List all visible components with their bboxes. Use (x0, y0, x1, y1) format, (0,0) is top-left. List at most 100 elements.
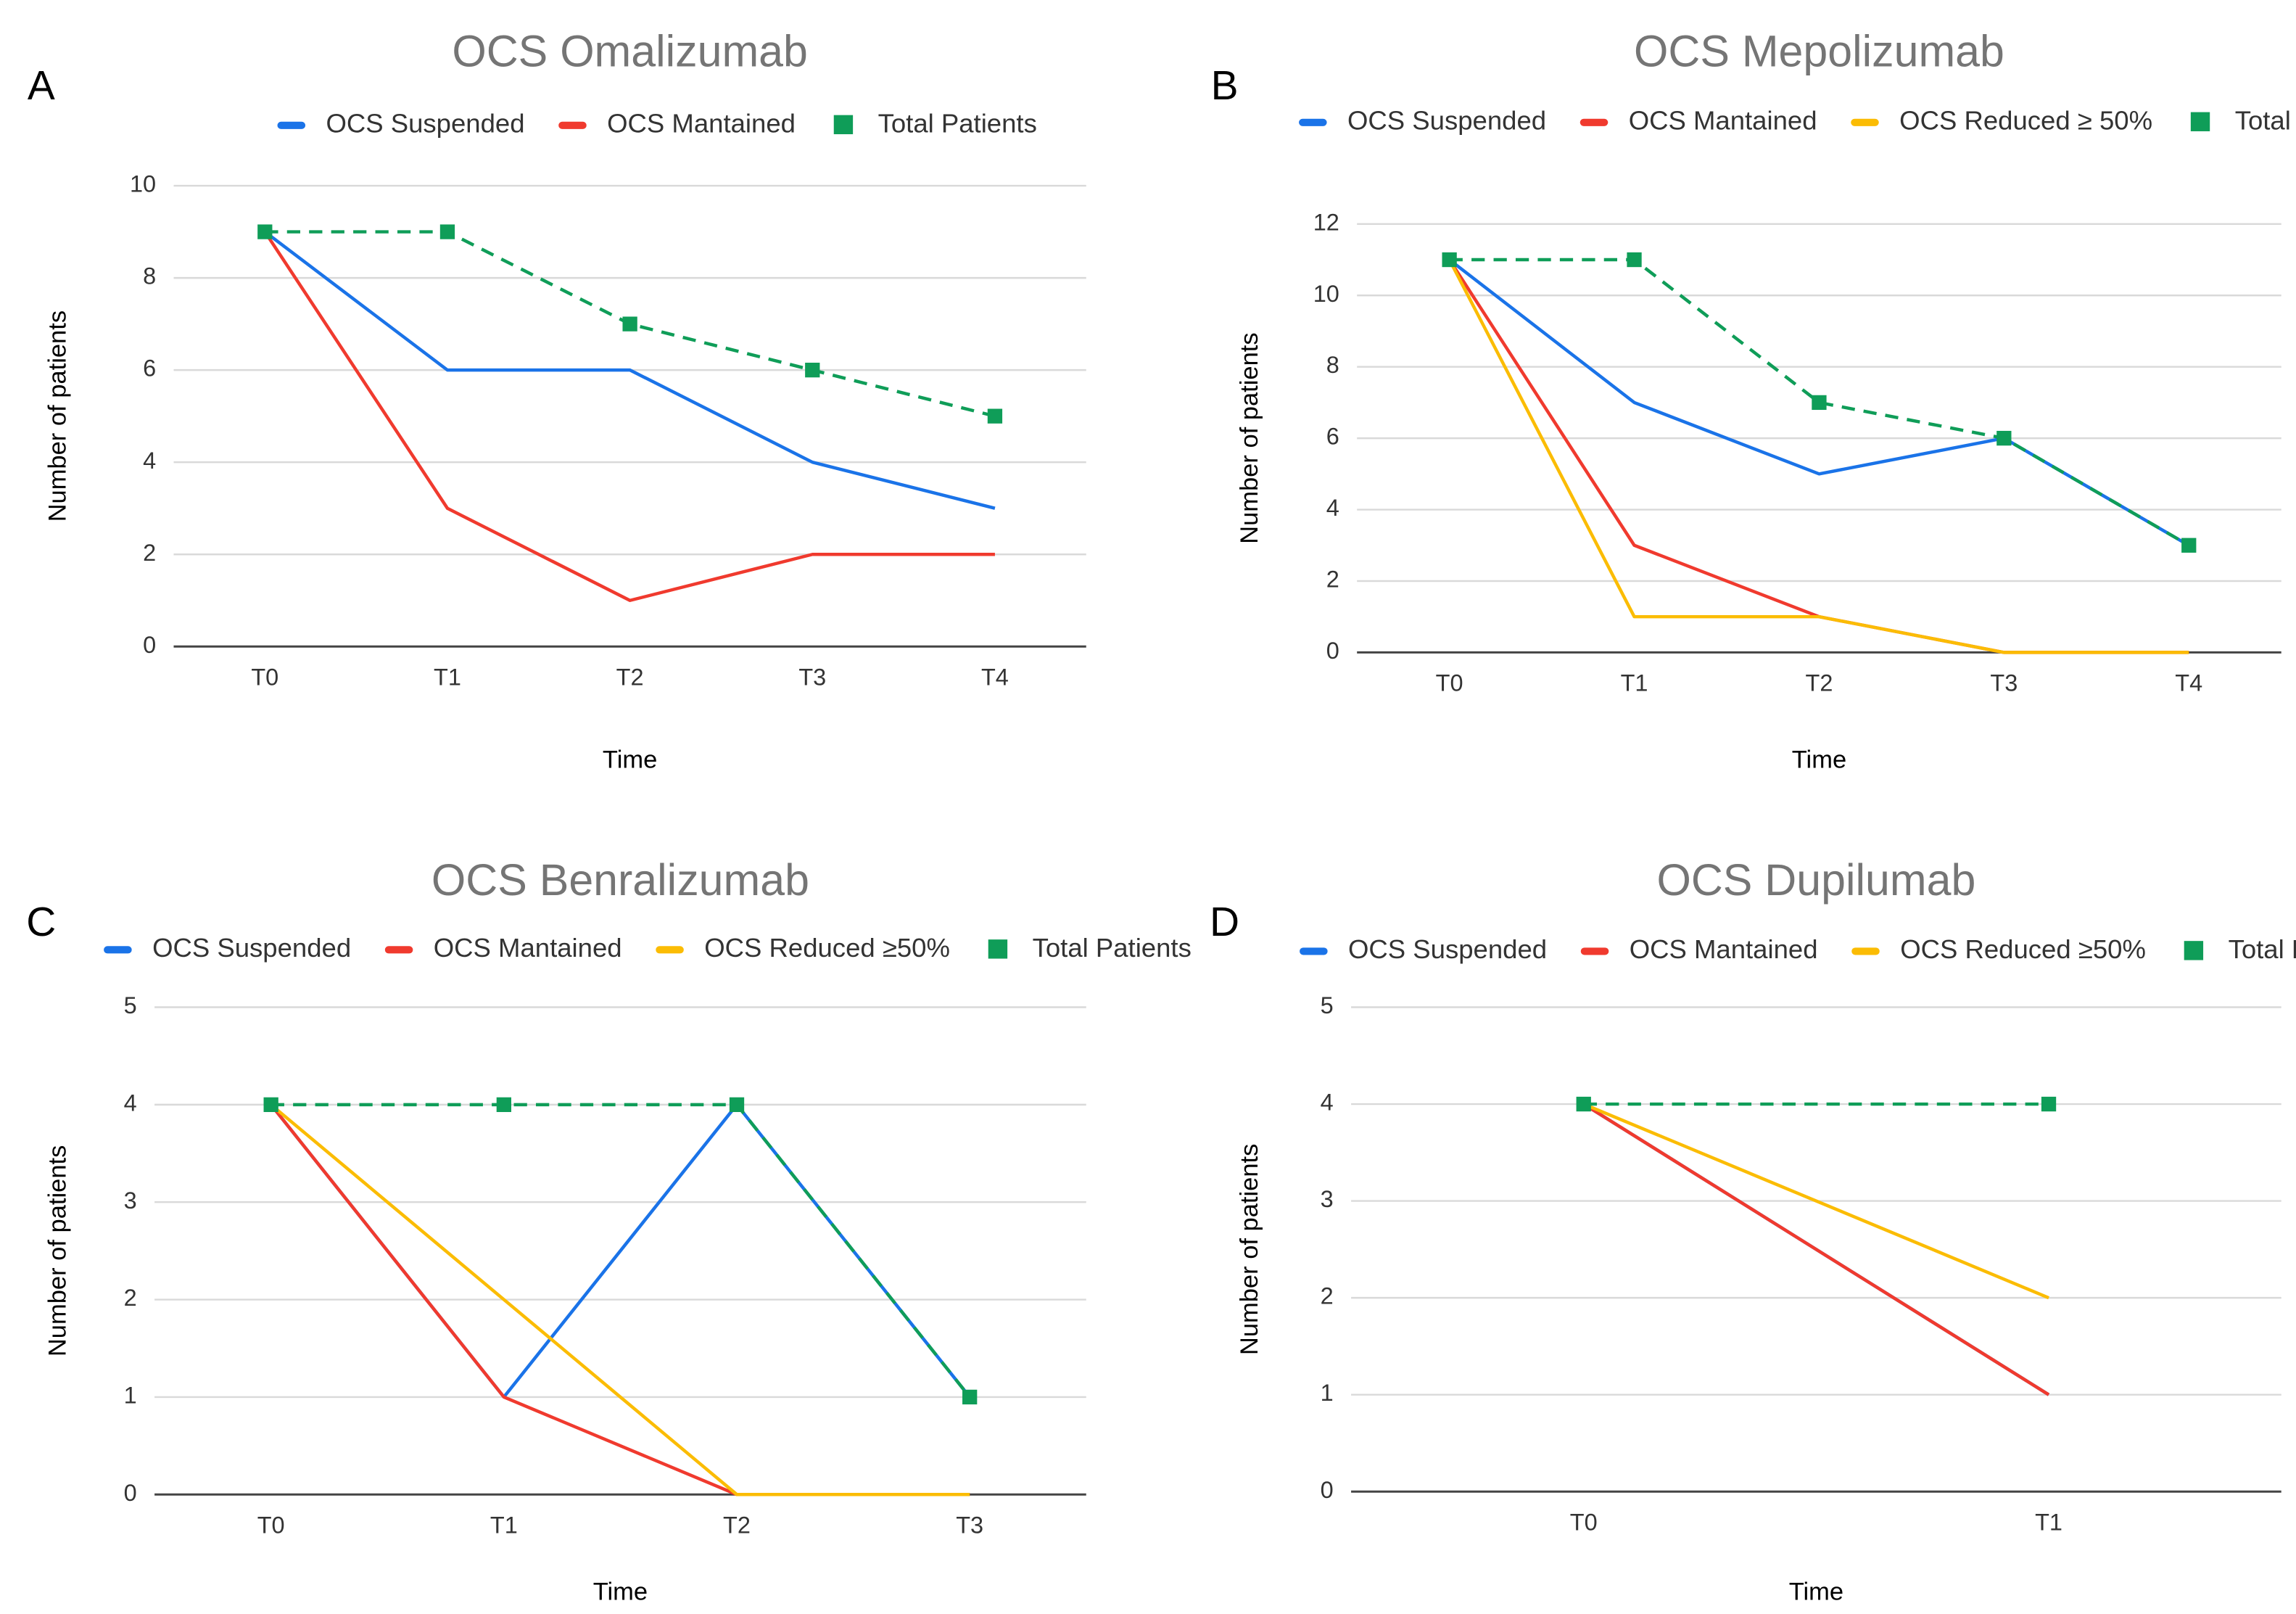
legend-label: Total Patients (2229, 934, 2296, 964)
y-tick-label: 5 (124, 992, 137, 1018)
legend-symbol (104, 946, 132, 954)
legend-symbol (833, 115, 854, 135)
series-line (263, 230, 996, 510)
legend-symbol (384, 946, 413, 954)
data-marker (2041, 1096, 2057, 1112)
x-tick-label: T4 (981, 664, 1009, 691)
data-marker (263, 1097, 278, 1113)
legend-label: OCS Mantained (1629, 105, 1817, 135)
legend-item: Total Patients (2190, 105, 2296, 135)
data-marker (2181, 538, 2197, 553)
legend-item: OCS Reduced ≥ 50% (1851, 105, 2152, 135)
legend-symbol (1579, 118, 1609, 126)
panel-label: A (28, 63, 55, 109)
legend-symbol (2184, 941, 2204, 960)
legend-symbol (1851, 118, 1879, 126)
y-tick-label: 0 (124, 1480, 137, 1506)
y-tick-label: 2 (1321, 1283, 1334, 1309)
y-axis-label: Number of patients (1236, 1144, 1263, 1355)
y-tick-label: 2 (124, 1285, 137, 1311)
series-line (1449, 258, 2190, 547)
data-marker (439, 224, 455, 239)
legend-label: OCS Reduced ≥50% (1900, 934, 2146, 964)
y-axis-label: Number of patients (44, 310, 71, 522)
y-axis-label: Number of patients (44, 1145, 71, 1356)
series-line (1448, 258, 2189, 654)
chart-title: OCS Dupilumab (1656, 855, 1975, 905)
chart-title: OCS Omalizumab (452, 27, 808, 76)
legend-symbol (988, 939, 1008, 959)
legend-symbol (1851, 947, 1880, 955)
series-line (1582, 1102, 2049, 1300)
data-marker (1627, 252, 1642, 268)
y-tick-label: 2 (143, 540, 156, 566)
legend-label: OCS Reduced ≥ 50% (1899, 105, 2152, 135)
panel-label: D (1210, 899, 1239, 945)
y-tick-label: 4 (124, 1090, 137, 1116)
x-axis-label: Time (603, 746, 657, 774)
x-tick-label: T0 (1436, 670, 1463, 696)
y-tick-label: 8 (143, 263, 156, 289)
data-marker (962, 1389, 978, 1405)
x-tick-label: T1 (434, 664, 461, 691)
legend-label: OCS Suspended (152, 933, 351, 963)
legend-label: Total Patients (2235, 105, 2296, 135)
data-marker (1442, 252, 1457, 268)
x-axis-label: Time (1792, 746, 1846, 774)
legend-symbol (558, 121, 587, 129)
legend-symbol (1580, 947, 1609, 955)
y-tick-label: 5 (1321, 992, 1334, 1018)
y-tick-label: 3 (124, 1187, 137, 1214)
data-marker (1812, 395, 1827, 411)
legend-label: Total Patients (1033, 933, 1192, 963)
legend-label: OCS Mantained (1630, 934, 1818, 964)
data-marker (257, 224, 273, 239)
y-tick-label: 2 (1326, 567, 1339, 593)
x-tick-label: T0 (257, 1512, 285, 1538)
y-tick-label: 10 (130, 171, 156, 197)
y-tick-label: 6 (1326, 424, 1339, 450)
series-line (271, 1103, 971, 1399)
y-tick-label: 3 (1321, 1186, 1334, 1212)
legend-item: OCS Suspended (1299, 105, 1546, 135)
legend-item: OCS Reduced ≥50% (1851, 934, 2146, 964)
y-tick-label: 4 (1326, 495, 1339, 521)
y-tick-label: 0 (1326, 638, 1339, 664)
data-marker (729, 1097, 745, 1113)
legend-item: OCS Suspended (1300, 934, 1547, 964)
x-tick-label: T2 (1805, 670, 1833, 696)
series-line (1448, 259, 2189, 654)
legend-label: OCS Suspended (1348, 934, 1547, 964)
panel-label: C (26, 899, 56, 945)
legend-item: Total Patients (833, 109, 1037, 139)
legend-item: OCS Suspended (104, 933, 351, 963)
series-line (1448, 258, 2190, 547)
x-axis-label: Time (1789, 1578, 1843, 1605)
x-axis-label: Time (593, 1578, 648, 1605)
x-tick-label: T4 (2175, 670, 2202, 696)
x-tick-label: T2 (723, 1512, 751, 1538)
x-tick-label: T0 (1570, 1509, 1598, 1535)
y-tick-label: 0 (1321, 1477, 1334, 1503)
x-tick-label: T1 (1621, 670, 1648, 696)
x-tick-label: T3 (956, 1512, 983, 1538)
legend-item: Total Patients (988, 933, 1192, 963)
y-tick-label: 1 (124, 1382, 137, 1408)
x-tick-label: T2 (616, 664, 644, 691)
x-tick-label: T0 (251, 664, 278, 691)
data-marker (987, 408, 1003, 424)
legend-label: OCS Reduced ≥50% (704, 933, 950, 963)
y-tick-label: 6 (143, 355, 156, 382)
data-marker (1576, 1096, 1591, 1112)
y-tick-label: 10 (1313, 281, 1339, 307)
series-line (270, 1103, 970, 1496)
legend-item: OCS Reduced ≥50% (656, 933, 950, 963)
series-line (269, 1103, 971, 1399)
y-tick-label: 12 (1313, 209, 1339, 235)
series-line (1582, 1103, 2050, 1396)
legend-label: OCS Suspended (326, 109, 524, 139)
legend-symbol (2190, 112, 2210, 131)
x-tick-label: T3 (1990, 670, 2018, 696)
